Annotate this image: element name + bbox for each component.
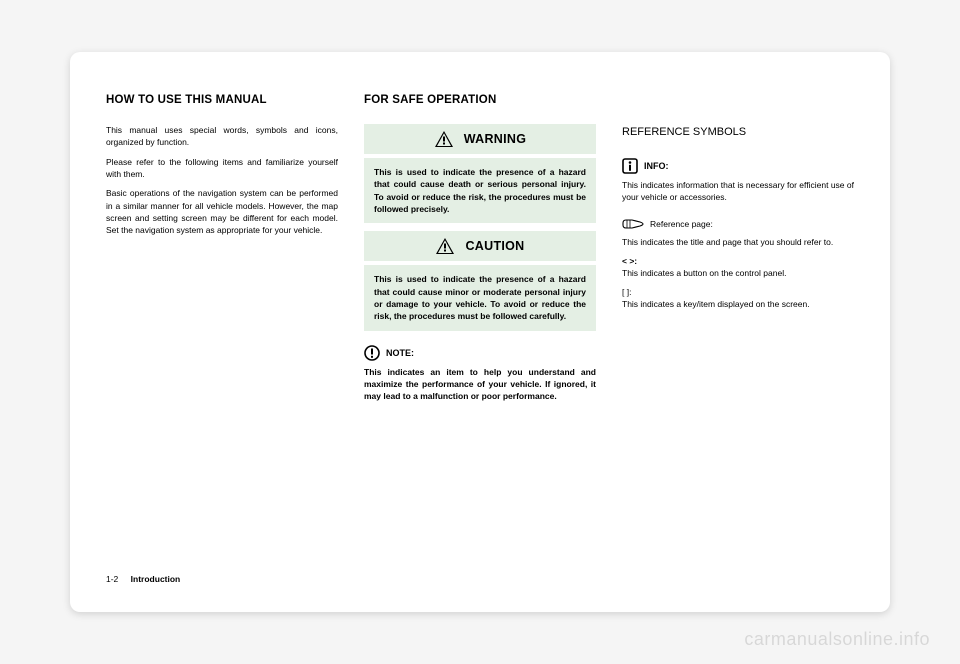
caution-callout: This is used to indicate the presence of…	[364, 265, 596, 330]
page-section: Introduction	[131, 574, 181, 584]
column-2: FOR SAFE OPERATION WARNING This is used …	[364, 94, 596, 534]
col1-p3: Basic operations of the navigation syste…	[106, 187, 338, 236]
info-row: INFO:	[622, 158, 669, 174]
note-circle-icon	[364, 345, 380, 361]
caution-label: CAUTION	[465, 239, 524, 253]
caution-text: This is used to indicate the presence of…	[374, 273, 586, 322]
refpage-row: Reference page:	[622, 217, 713, 231]
info-label: INFO:	[644, 161, 669, 171]
columns-wrapper: HOW TO USE THIS MANUAL This manual uses …	[106, 94, 854, 534]
info-square-icon	[622, 158, 638, 174]
heading-how-to-use: HOW TO USE THIS MANUAL	[106, 94, 338, 106]
manual-page: HOW TO USE THIS MANUAL This manual uses …	[70, 52, 890, 612]
hand-point-icon	[622, 217, 644, 231]
col1-p2: Please refer to the following items and …	[106, 156, 338, 181]
col1-p1: This manual uses special words, symbols …	[106, 124, 338, 149]
angle-row: < >: This indicates a button on the cont…	[622, 255, 854, 280]
warning-header: WARNING	[364, 124, 596, 154]
column-3: REFERENCE SYMBOLS INFO: This indicates i…	[622, 94, 854, 534]
heading-reference-symbols: REFERENCE SYMBOLS	[622, 126, 854, 138]
caution-header: CAUTION	[364, 231, 596, 261]
warning-callout: This is used to indicate the presence of…	[364, 158, 596, 223]
note-label: NOTE:	[386, 348, 414, 358]
warning-text: This is used to indicate the presence of…	[374, 166, 586, 215]
page-number: 1-2	[106, 574, 118, 584]
column-1: HOW TO USE THIS MANUAL This manual uses …	[106, 94, 338, 534]
heading-safe-operation: FOR SAFE OPERATION	[364, 94, 596, 106]
warning-triangle-icon	[434, 130, 454, 148]
angle-label: < >:	[622, 256, 637, 266]
square-text: This indicates a key/item displayed on t…	[622, 299, 810, 309]
caution-triangle-icon	[435, 237, 455, 255]
square-label: [ ]:	[622, 287, 631, 297]
warning-label: WARNING	[464, 132, 527, 146]
page-footer: 1-2 Introduction	[106, 574, 180, 584]
angle-text: This indicates a button on the control p…	[622, 268, 786, 278]
refpage-label: Reference page:	[650, 219, 713, 229]
watermark: carmanualsonline.info	[744, 629, 930, 650]
note-row: NOTE:	[364, 345, 414, 361]
square-row: [ ]: This indicates a key/item displayed…	[622, 286, 854, 311]
refpage-text: This indicates the title and page that y…	[622, 236, 854, 248]
info-text: This indicates information that is neces…	[622, 179, 854, 204]
note-text: This indicates an item to help you under…	[364, 366, 596, 403]
